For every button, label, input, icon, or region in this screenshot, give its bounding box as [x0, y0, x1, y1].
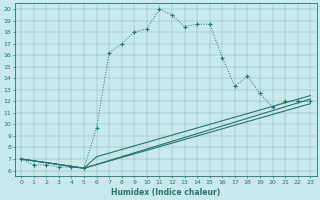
X-axis label: Humidex (Indice chaleur): Humidex (Indice chaleur) [111, 188, 220, 197]
